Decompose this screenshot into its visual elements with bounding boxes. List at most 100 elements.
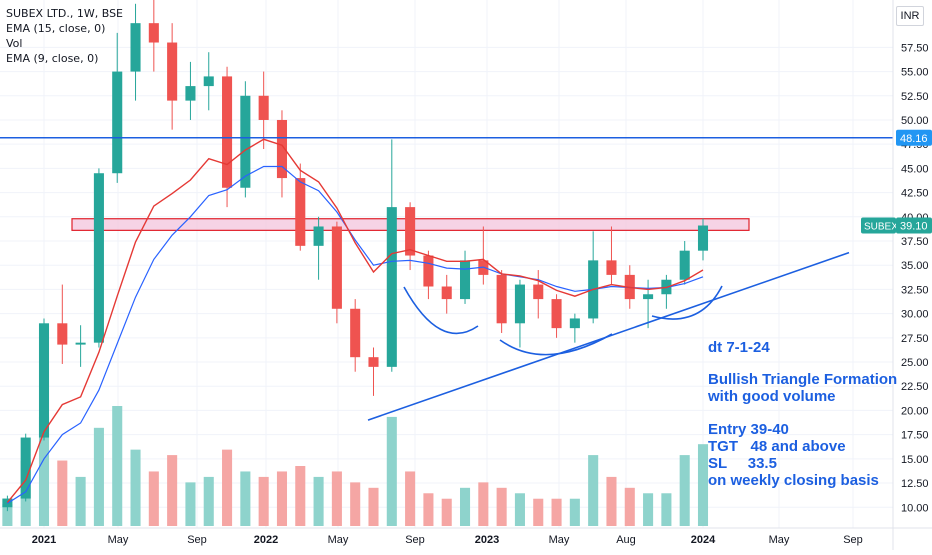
indicator-vol-label[interactable]: Vol	[6, 37, 23, 50]
candle	[679, 241, 690, 285]
ema9-line	[6, 138, 704, 503]
volume-bar	[588, 455, 599, 526]
candle	[167, 23, 178, 130]
candle-body	[533, 284, 544, 300]
candle-body	[295, 178, 306, 246]
candle	[313, 216, 324, 280]
last-price-text: 39.10	[900, 221, 928, 233]
x-tick-label: May	[328, 534, 349, 546]
candle	[112, 32, 123, 183]
candle-body	[185, 86, 196, 101]
candle	[661, 274, 672, 309]
volume-bar	[441, 498, 452, 526]
volume-bars	[2, 406, 709, 526]
volume-bar	[624, 487, 635, 526]
x-tick-label: 2022	[254, 534, 278, 546]
volume-bar	[661, 493, 672, 526]
chart-legend: SUBEX LTD., 1W, BSE EMA (15, close, 0) V…	[6, 6, 123, 66]
y-tick-label: 27.50	[901, 333, 929, 345]
indicator-ema15-label[interactable]: EMA (15, close, 0)	[6, 22, 106, 35]
volume-bar	[295, 466, 306, 526]
candle	[240, 81, 251, 198]
y-tick-label: 25.00	[901, 357, 929, 369]
candle	[496, 270, 507, 333]
volume-bar	[75, 476, 86, 526]
candle-body	[93, 173, 104, 343]
candle-body	[75, 342, 86, 345]
base-arc-2	[499, 333, 613, 356]
candle-body	[57, 323, 68, 345]
candle	[588, 231, 599, 324]
y-tick-label: 42.50	[901, 188, 929, 200]
candle	[185, 61, 196, 120]
candle-body	[130, 23, 141, 72]
y-tick-label: 45.00	[901, 163, 929, 175]
candle-body	[20, 437, 31, 499]
candle-body	[606, 260, 617, 275]
volume-bar	[313, 476, 324, 526]
volume-bar	[551, 498, 562, 526]
base-arc-3	[651, 285, 723, 320]
volume-bar	[423, 493, 434, 526]
base-arc-1	[403, 286, 479, 335]
candle-body	[240, 95, 251, 188]
ema15-line	[7, 165, 704, 504]
candle	[57, 284, 68, 364]
x-tick-label: Aug	[616, 534, 636, 546]
candle	[368, 347, 379, 396]
volume-bar	[57, 460, 68, 526]
candle	[203, 52, 214, 111]
y-tick-label: 57.50	[901, 42, 929, 54]
volume-bar	[222, 449, 233, 526]
volume-bar	[258, 476, 269, 526]
x-tick-label: Sep	[187, 534, 207, 546]
volume-bar	[185, 482, 196, 526]
candle	[606, 226, 617, 285]
volume-bar	[130, 449, 141, 526]
candle	[20, 433, 31, 502]
volume-bar	[478, 482, 489, 526]
candle-body	[441, 286, 452, 300]
candle	[38, 318, 50, 441]
candle-body	[313, 226, 324, 246]
candle	[350, 299, 361, 372]
y-tick-label: 32.50	[901, 284, 929, 296]
candle-body	[459, 260, 471, 300]
y-tick-label: 50.00	[901, 115, 929, 127]
symbol-title[interactable]: SUBEX LTD., 1W, BSE	[6, 7, 124, 20]
x-tick-label: 2021	[32, 534, 56, 546]
x-tick-label: Sep	[405, 534, 425, 546]
candle	[295, 163, 306, 251]
volume-bar	[2, 504, 13, 526]
drawings	[0, 137, 893, 421]
volume-bar	[331, 471, 342, 526]
symbol-tag-text: SUBEX	[864, 222, 898, 233]
volume-bar	[112, 406, 123, 526]
volume-bar	[167, 455, 178, 526]
y-tick-label: 15.00	[901, 454, 929, 466]
y-tick-label: 12.50	[901, 478, 929, 490]
candle-body	[569, 318, 580, 329]
x-tick-label: May	[108, 534, 129, 546]
candle-body	[38, 323, 50, 438]
y-tick-label: 52.50	[901, 91, 929, 103]
volume-bar	[569, 498, 580, 526]
candle	[441, 274, 452, 314]
volume-bar	[93, 427, 104, 526]
y-tick-label: 35.00	[901, 260, 929, 272]
x-tick-label: Sep	[843, 534, 863, 546]
currency-badge[interactable]: INR	[896, 6, 924, 26]
volume-bar	[496, 487, 507, 526]
candle	[514, 279, 525, 348]
candle-body	[258, 95, 269, 120]
candle-body	[276, 119, 288, 179]
x-tick-label: May	[549, 534, 570, 546]
candle-body	[423, 255, 434, 287]
candle	[569, 313, 580, 343]
indicator-ema9-label[interactable]: EMA (9, close, 0)	[6, 52, 99, 65]
candle	[222, 66, 233, 208]
candle	[148, 0, 159, 72]
candle	[331, 221, 342, 324]
